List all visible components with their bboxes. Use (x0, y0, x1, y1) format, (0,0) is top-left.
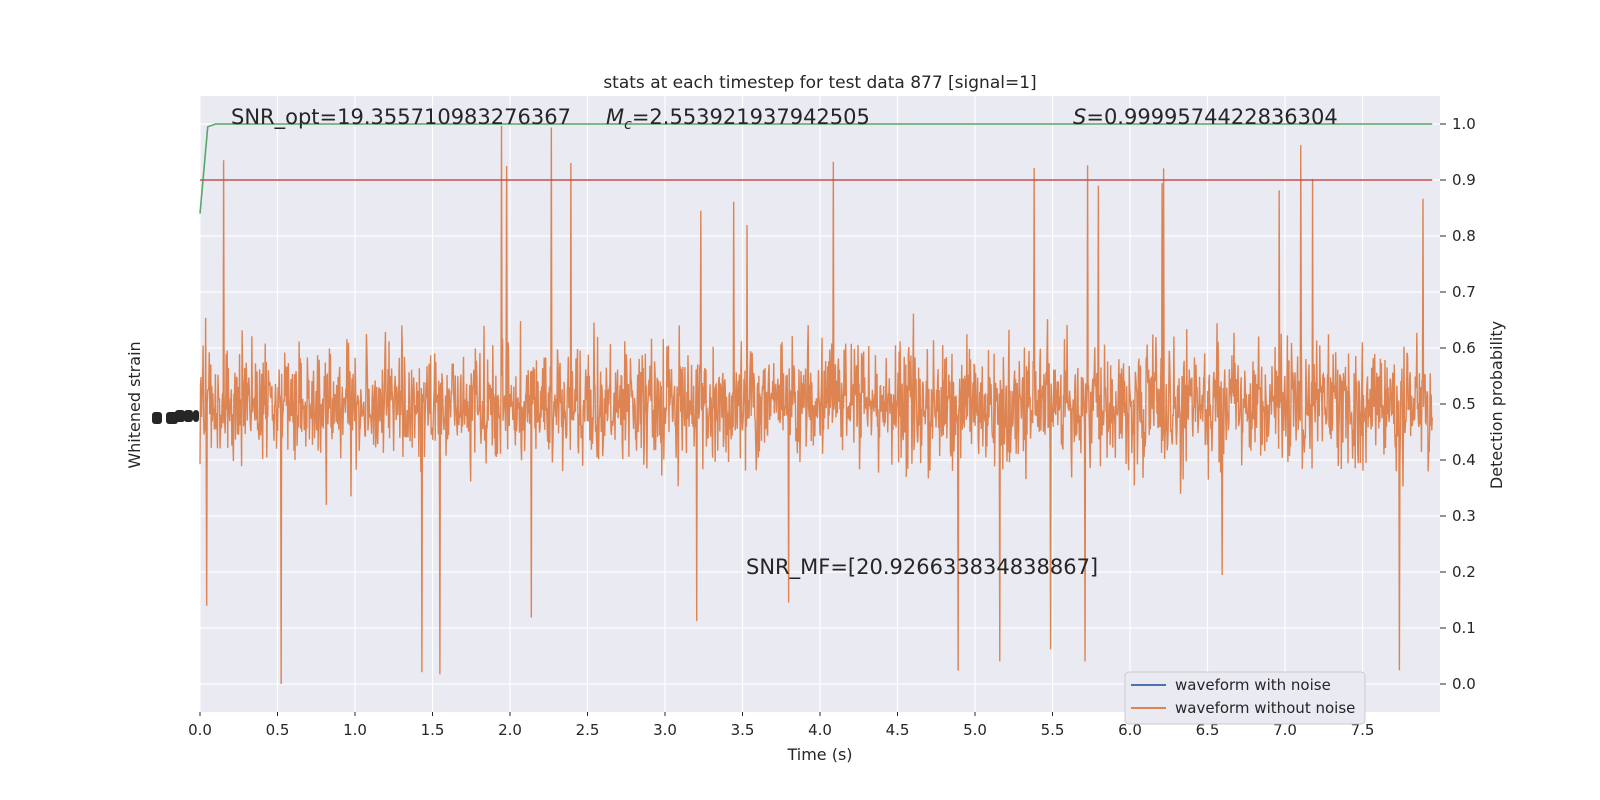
x-tick-label: 5.5 (1041, 721, 1065, 739)
y-tick-label: 0.7 (1452, 283, 1476, 301)
annotation-mc-symbol: M (606, 105, 624, 129)
x-tick-label: 6.0 (1118, 721, 1142, 739)
y-tick-label: 0.0 (1452, 675, 1476, 693)
x-tick-label: 0.5 (266, 721, 290, 739)
x-axis-label: Time (s) (786, 745, 852, 764)
y-tick-label: 1.0 (1452, 115, 1476, 133)
y-tick-label: 0.8 (1452, 227, 1476, 245)
annotation-mc-sub: c (624, 117, 632, 133)
annotation-s-symbol: S (1073, 105, 1086, 129)
y-axis-label-left: Whitened strain (125, 341, 144, 468)
x-tick-label: 4.0 (808, 721, 832, 739)
x-tick-label: 0.0 (188, 721, 212, 739)
annotation-snr-mf: SNR_MF=[20.926633834838867] (746, 555, 1098, 580)
y-tick-label: 0.2 (1452, 563, 1476, 581)
legend-box (1124, 671, 1366, 725)
left-tick-glyph (184, 410, 193, 422)
y-tick-label: 0.4 (1452, 451, 1476, 469)
left-axis-tick-labels-overlapped (152, 410, 199, 424)
x-tick-label: 5.0 (963, 721, 987, 739)
series-waveform-without-noise (199, 125, 1433, 684)
annotation-mc: Mc=2.553921937942505 (606, 105, 870, 133)
left-tick-glyph (152, 412, 162, 424)
annotation-s-value: =0.9999574422836304 (1086, 105, 1337, 129)
annotation-mc-value: =2.553921937942505 (632, 105, 870, 129)
y-tick-label: 0.3 (1452, 507, 1476, 525)
x-tick-label: 4.5 (886, 721, 910, 739)
y-tick-label: 0.6 (1452, 339, 1476, 357)
probability-lines (199, 123, 1433, 214)
left-tick-glyph (175, 410, 185, 422)
x-tick-label: 1.0 (343, 721, 367, 739)
y-axis-label-right: Detection probability (1487, 321, 1506, 489)
line-detection-probability (199, 123, 1433, 214)
x-tick-label: 1.5 (421, 721, 445, 739)
x-tick-label: 3.0 (653, 721, 677, 739)
x-tick-label: 7.5 (1351, 721, 1375, 739)
x-tick-label: 7.0 (1273, 721, 1297, 739)
left-tick-glyph (193, 410, 199, 422)
x-tick-labels: 0.0 0.5 1.0 1.5 2.0 2.5 3.0 3.5 4.0 4.5 5.0 5.5 6.0 6… (188, 712, 1374, 739)
line-waveform-without-noise (199, 125, 1433, 684)
annotation-snr-opt: SNR_opt=19.355710983276367 (231, 105, 571, 130)
x-tick-label: 3.5 (731, 721, 755, 739)
annotation-s: S=0.9999574422836304 (1073, 105, 1338, 129)
legend-label-with-noise: waveform with noise (1175, 676, 1331, 694)
y-tick-label: 0.1 (1452, 619, 1476, 637)
chart-title: stats at each timestep for test data 877… (603, 73, 1036, 93)
y-tick-label: 0.9 (1452, 171, 1476, 189)
x-tick-label: 2.0 (498, 721, 522, 739)
x-tick-label: 2.5 (576, 721, 600, 739)
legend: waveform with noise waveform without noi… (1124, 671, 1366, 725)
x-tick-label: 6.5 (1196, 721, 1220, 739)
legend-label-without-noise: waveform without noise (1175, 699, 1355, 717)
y-tick-labels-right: 0.0 0.1 0.2 0.3 0.4 0.5 0.6 0.7 0.8 0.9 1.0 (1440, 115, 1476, 693)
y-tick-label: 0.5 (1452, 395, 1476, 413)
